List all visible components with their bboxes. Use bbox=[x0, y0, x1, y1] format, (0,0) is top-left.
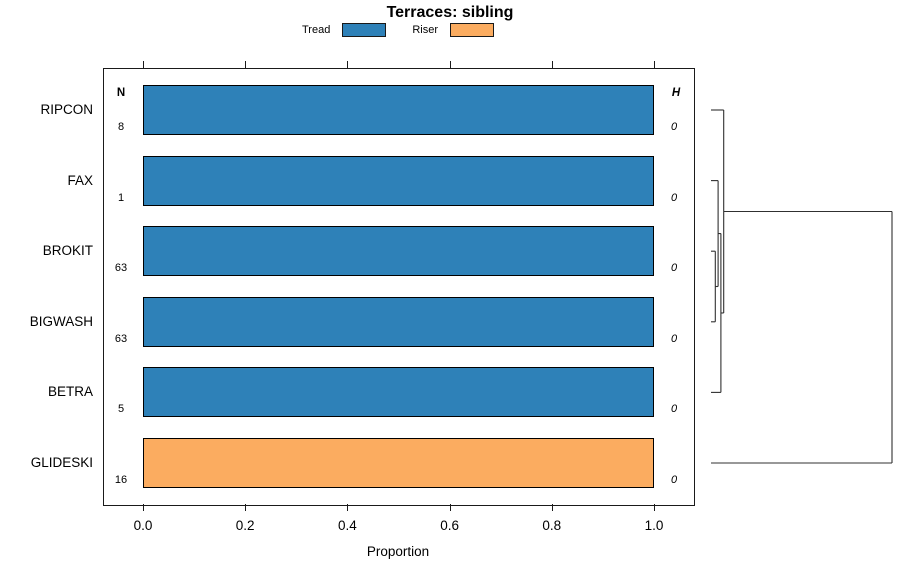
x-axis-label: Proportion bbox=[366, 544, 430, 559]
x-tick-bottom-1.0 bbox=[654, 504, 655, 511]
h-value-brokit: 0 bbox=[670, 262, 678, 275]
bar-fax bbox=[143, 155, 654, 206]
x-tick-label-1.0: 1.0 bbox=[644, 518, 664, 533]
x-tick-top-0.8 bbox=[551, 61, 553, 68]
y-axis-label-ripcon: RIPCON bbox=[40, 102, 93, 117]
x-tick-top-0.6 bbox=[449, 61, 451, 68]
y-axis-label-brokit: BROKIT bbox=[42, 243, 93, 259]
legend-item-tread: Tread bbox=[302, 23, 387, 37]
legend-swatch-riser bbox=[450, 23, 494, 37]
plot-box bbox=[103, 68, 695, 506]
legend-item-riser: Riser bbox=[412, 23, 494, 37]
bar-betra bbox=[143, 367, 654, 418]
x-tick-top-0.2 bbox=[245, 61, 247, 68]
y-axis-label-glideski: GLIDESKI bbox=[30, 455, 93, 470]
x-tick-label-0.2: 0.2 bbox=[235, 518, 255, 533]
x-tick-label-0.4: 0.4 bbox=[338, 518, 357, 533]
x-tick-bottom-0.4 bbox=[347, 504, 349, 511]
x-tick-bottom-0.6 bbox=[449, 504, 451, 511]
y-axis-label-bigwash: BIGWASH bbox=[29, 313, 93, 329]
h-value-bigwash: 0 bbox=[670, 332, 678, 345]
n-value-ripcon: 8 bbox=[117, 121, 125, 133]
h-column-header: H bbox=[671, 87, 681, 99]
plot-title: Terraces: sibling bbox=[386, 4, 514, 21]
legend-label: Riser bbox=[412, 24, 438, 36]
h-value-betra: 0 bbox=[670, 403, 678, 416]
legend-label: Tread bbox=[302, 24, 331, 36]
x-tick-bottom-0.2 bbox=[245, 504, 247, 511]
h-value-fax: 0 bbox=[670, 191, 678, 204]
x-tick-bottom-0.8 bbox=[551, 504, 553, 511]
n-value-brokit: 63 bbox=[114, 262, 128, 275]
x-tick-top-0.4 bbox=[347, 61, 349, 68]
x-tick-bottom-0.0 bbox=[143, 504, 144, 511]
n-value-betra: 5 bbox=[117, 403, 125, 416]
x-tick-label-0.8: 0.8 bbox=[542, 518, 562, 533]
x-tick-label-0.6: 0.6 bbox=[440, 518, 459, 533]
n-column-header: N bbox=[116, 87, 126, 99]
n-value-fax: 1 bbox=[117, 191, 125, 204]
h-value-glideski: 0 bbox=[670, 474, 678, 486]
x-tick-top-0.0 bbox=[143, 61, 144, 68]
legend-swatch-tread bbox=[342, 23, 387, 37]
n-value-glideski: 16 bbox=[114, 474, 128, 486]
y-axis-label-betra: BETRA bbox=[47, 384, 93, 400]
bar-ripcon bbox=[143, 85, 654, 135]
bar-bigwash bbox=[143, 296, 654, 347]
n-value-bigwash: 63 bbox=[114, 332, 128, 345]
x-tick-label-0.0: 0.0 bbox=[133, 518, 153, 533]
legend: Tread Riser bbox=[103, 22, 693, 38]
x-tick-top-1.0 bbox=[654, 61, 655, 68]
h-value-ripcon: 0 bbox=[670, 121, 678, 133]
bar-glideski bbox=[143, 438, 654, 488]
y-axis-label-fax: FAX bbox=[67, 172, 93, 188]
bar-brokit bbox=[143, 226, 654, 277]
